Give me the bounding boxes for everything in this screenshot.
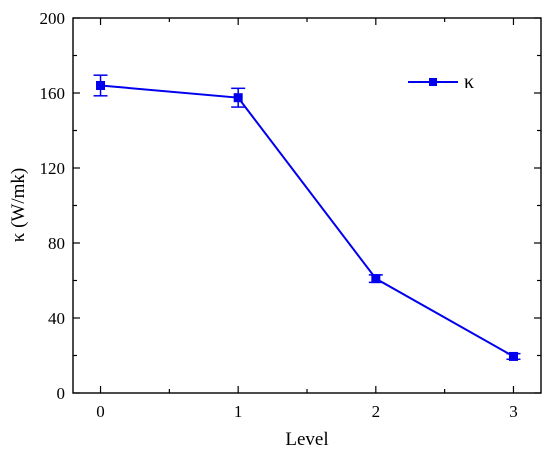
y-axis-title: κ (W/mk) — [8, 168, 29, 242]
x-tick-label: 3 — [509, 402, 518, 421]
y-tick-label: 120 — [40, 159, 66, 178]
plot-area — [93, 74, 521, 361]
legend: κ — [408, 71, 474, 93]
x-tick-label: 2 — [372, 402, 381, 421]
series-line — [100, 84, 514, 358]
data-point — [233, 93, 243, 103]
legend-marker — [429, 78, 437, 86]
legend-label: κ — [464, 71, 474, 93]
y-tick-label: 200 — [40, 9, 66, 28]
data-point — [508, 351, 518, 361]
x-tick-label: 0 — [96, 402, 105, 421]
data-point — [96, 81, 106, 90]
x-tick-label: 1 — [234, 402, 243, 421]
y-tick-label: 40 — [48, 309, 65, 328]
data-point — [371, 274, 381, 284]
y-tick-label: 0 — [57, 384, 66, 403]
y-tick-label: 80 — [48, 234, 65, 253]
x-axis-title: Level — [285, 429, 328, 450]
ticks: 0 40 80 120 160 200 0 1 2 3 — [40, 9, 541, 421]
y-tick-label: 160 — [40, 84, 66, 103]
